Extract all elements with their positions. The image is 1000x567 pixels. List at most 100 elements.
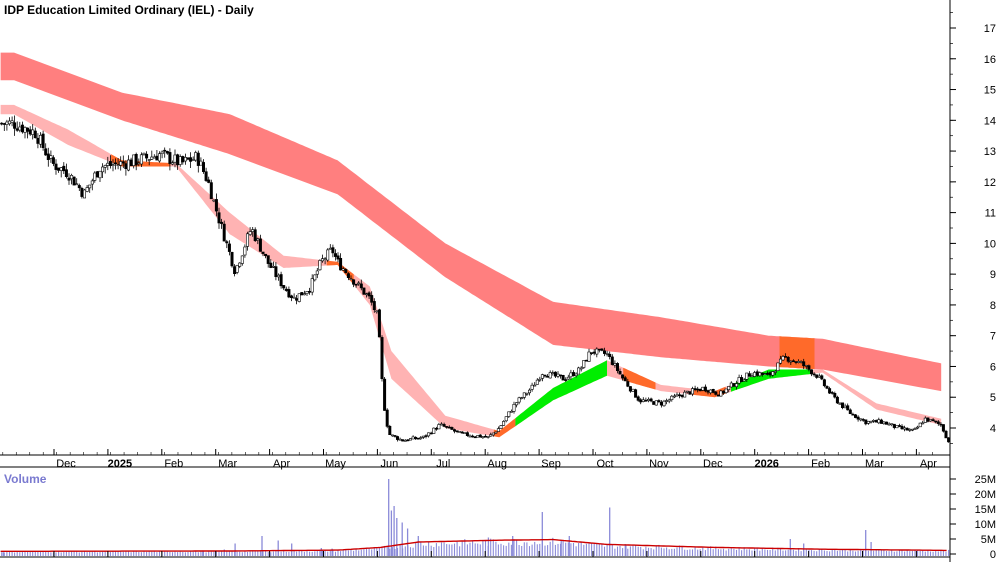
candle-body-281 (727, 386, 731, 390)
candle-body-22 (57, 167, 61, 171)
x-tick-label-5: May (325, 458, 346, 470)
candle-body-257 (665, 400, 669, 402)
candle-body-225 (582, 360, 586, 368)
candle-body-114 (295, 298, 299, 301)
candle-body-247 (639, 399, 643, 403)
candle-body-253 (654, 400, 658, 406)
candle-body-269 (696, 388, 700, 391)
candle-body-32 (83, 189, 87, 199)
candle-body-178 (460, 431, 464, 434)
candle-body-50 (129, 159, 133, 167)
candle-body-163 (421, 435, 425, 438)
candle-body-344 (890, 423, 894, 426)
chart-title: IDP Education Limited Ordinary (IEL) - D… (4, 3, 254, 17)
candle-body-268 (693, 388, 697, 391)
candle-body-44 (114, 162, 118, 165)
candle-body-142 (367, 292, 371, 297)
candle-body-180 (465, 432, 469, 437)
candle-body-282 (729, 382, 733, 388)
volume-panel (0, 479, 950, 556)
candle-body-16 (41, 133, 45, 148)
volume-y-tick-label-3: 15M (975, 504, 996, 516)
candle-body-31 (80, 188, 84, 197)
candle-body-221 (571, 372, 575, 377)
price-y-tick-label-7: 11 (985, 208, 996, 220)
candle-body-115 (297, 293, 301, 302)
candle-body-307 (794, 361, 798, 363)
candle-body-109 (282, 285, 286, 289)
price-y-tick-label-6: 10 (984, 238, 996, 250)
candle-body-365 (944, 430, 948, 439)
candle-body-2 (5, 121, 9, 125)
candle-body-358 (926, 417, 930, 422)
candle-body-52 (134, 154, 138, 166)
candle-body-284 (734, 383, 738, 388)
candle-body-140 (362, 287, 366, 295)
x-tick-label-0: Dec (56, 458, 76, 470)
candle-body-323 (835, 396, 839, 404)
price-y-tick-label-1: 5 (990, 392, 996, 404)
candle-body-127 (328, 247, 332, 250)
candle-body-54 (139, 154, 143, 165)
price-y-tick-label-11: 15 (984, 85, 996, 97)
candle-body-5 (13, 122, 17, 129)
candle-body-223 (577, 367, 581, 375)
candle-body-201 (520, 397, 524, 399)
candle-body-15 (38, 135, 42, 145)
candle-body-161 (416, 437, 420, 440)
candle-body-234 (605, 353, 609, 355)
candle-body-157 (406, 439, 410, 442)
candle-body-113 (292, 296, 296, 299)
candle-body-42 (108, 161, 112, 166)
short-term-band-highlight-3 (515, 360, 607, 427)
candle-body-96 (248, 231, 252, 235)
candle-body-230 (595, 348, 599, 355)
candle-body-342 (884, 421, 888, 425)
price-y-tick-label-3: 7 (990, 331, 996, 343)
candle-body-45 (116, 164, 120, 166)
x-tick-label-15: Mar (865, 458, 884, 470)
candle-body-286 (740, 377, 744, 382)
candle-body-98 (253, 229, 257, 241)
candle-body-122 (315, 270, 319, 275)
candle-body-345 (892, 423, 896, 428)
candle-body-319 (825, 386, 829, 389)
candle-body-289 (747, 373, 751, 377)
candle-body-276 (714, 391, 718, 395)
candle-body-56 (145, 153, 149, 159)
candle-body-124 (320, 258, 324, 262)
candle-body-332 (859, 418, 863, 421)
candle-body-99 (256, 238, 260, 241)
candle-body-80 (207, 179, 211, 183)
candle-body-150 (388, 425, 392, 435)
price-y-tick-label-8: 12 (984, 177, 996, 189)
candle-body-147 (380, 337, 384, 379)
candle-body-348 (900, 425, 904, 430)
candle-body-285 (737, 377, 741, 384)
candle-body-315 (815, 374, 819, 378)
candle-body-242 (626, 381, 630, 387)
short-term-band-highlight-4 (623, 367, 656, 390)
candle-body-231 (597, 348, 601, 351)
candle-body-204 (527, 389, 531, 394)
candle-body-55 (142, 152, 146, 155)
candle-body-194 (502, 421, 506, 426)
candle-body-4 (10, 120, 14, 123)
candle-body-9 (23, 127, 27, 133)
candle-body-303 (784, 356, 788, 358)
candle-body-209 (540, 374, 544, 379)
candle-body-193 (499, 425, 503, 429)
price-y-tick-label-10: 14 (984, 115, 996, 127)
candle-body-170 (439, 423, 443, 426)
candle-body-53 (137, 162, 141, 165)
candle-body-335 (866, 420, 870, 424)
candle-body-356 (921, 422, 925, 425)
candle-body-363 (939, 423, 943, 426)
candle-body-123 (318, 260, 322, 271)
candle-body-51 (132, 154, 136, 166)
candle-body-270 (698, 388, 702, 392)
price-y-tick-label-13: 17 (984, 23, 996, 35)
candle-body-139 (359, 283, 363, 289)
candle-body-135 (349, 278, 353, 281)
